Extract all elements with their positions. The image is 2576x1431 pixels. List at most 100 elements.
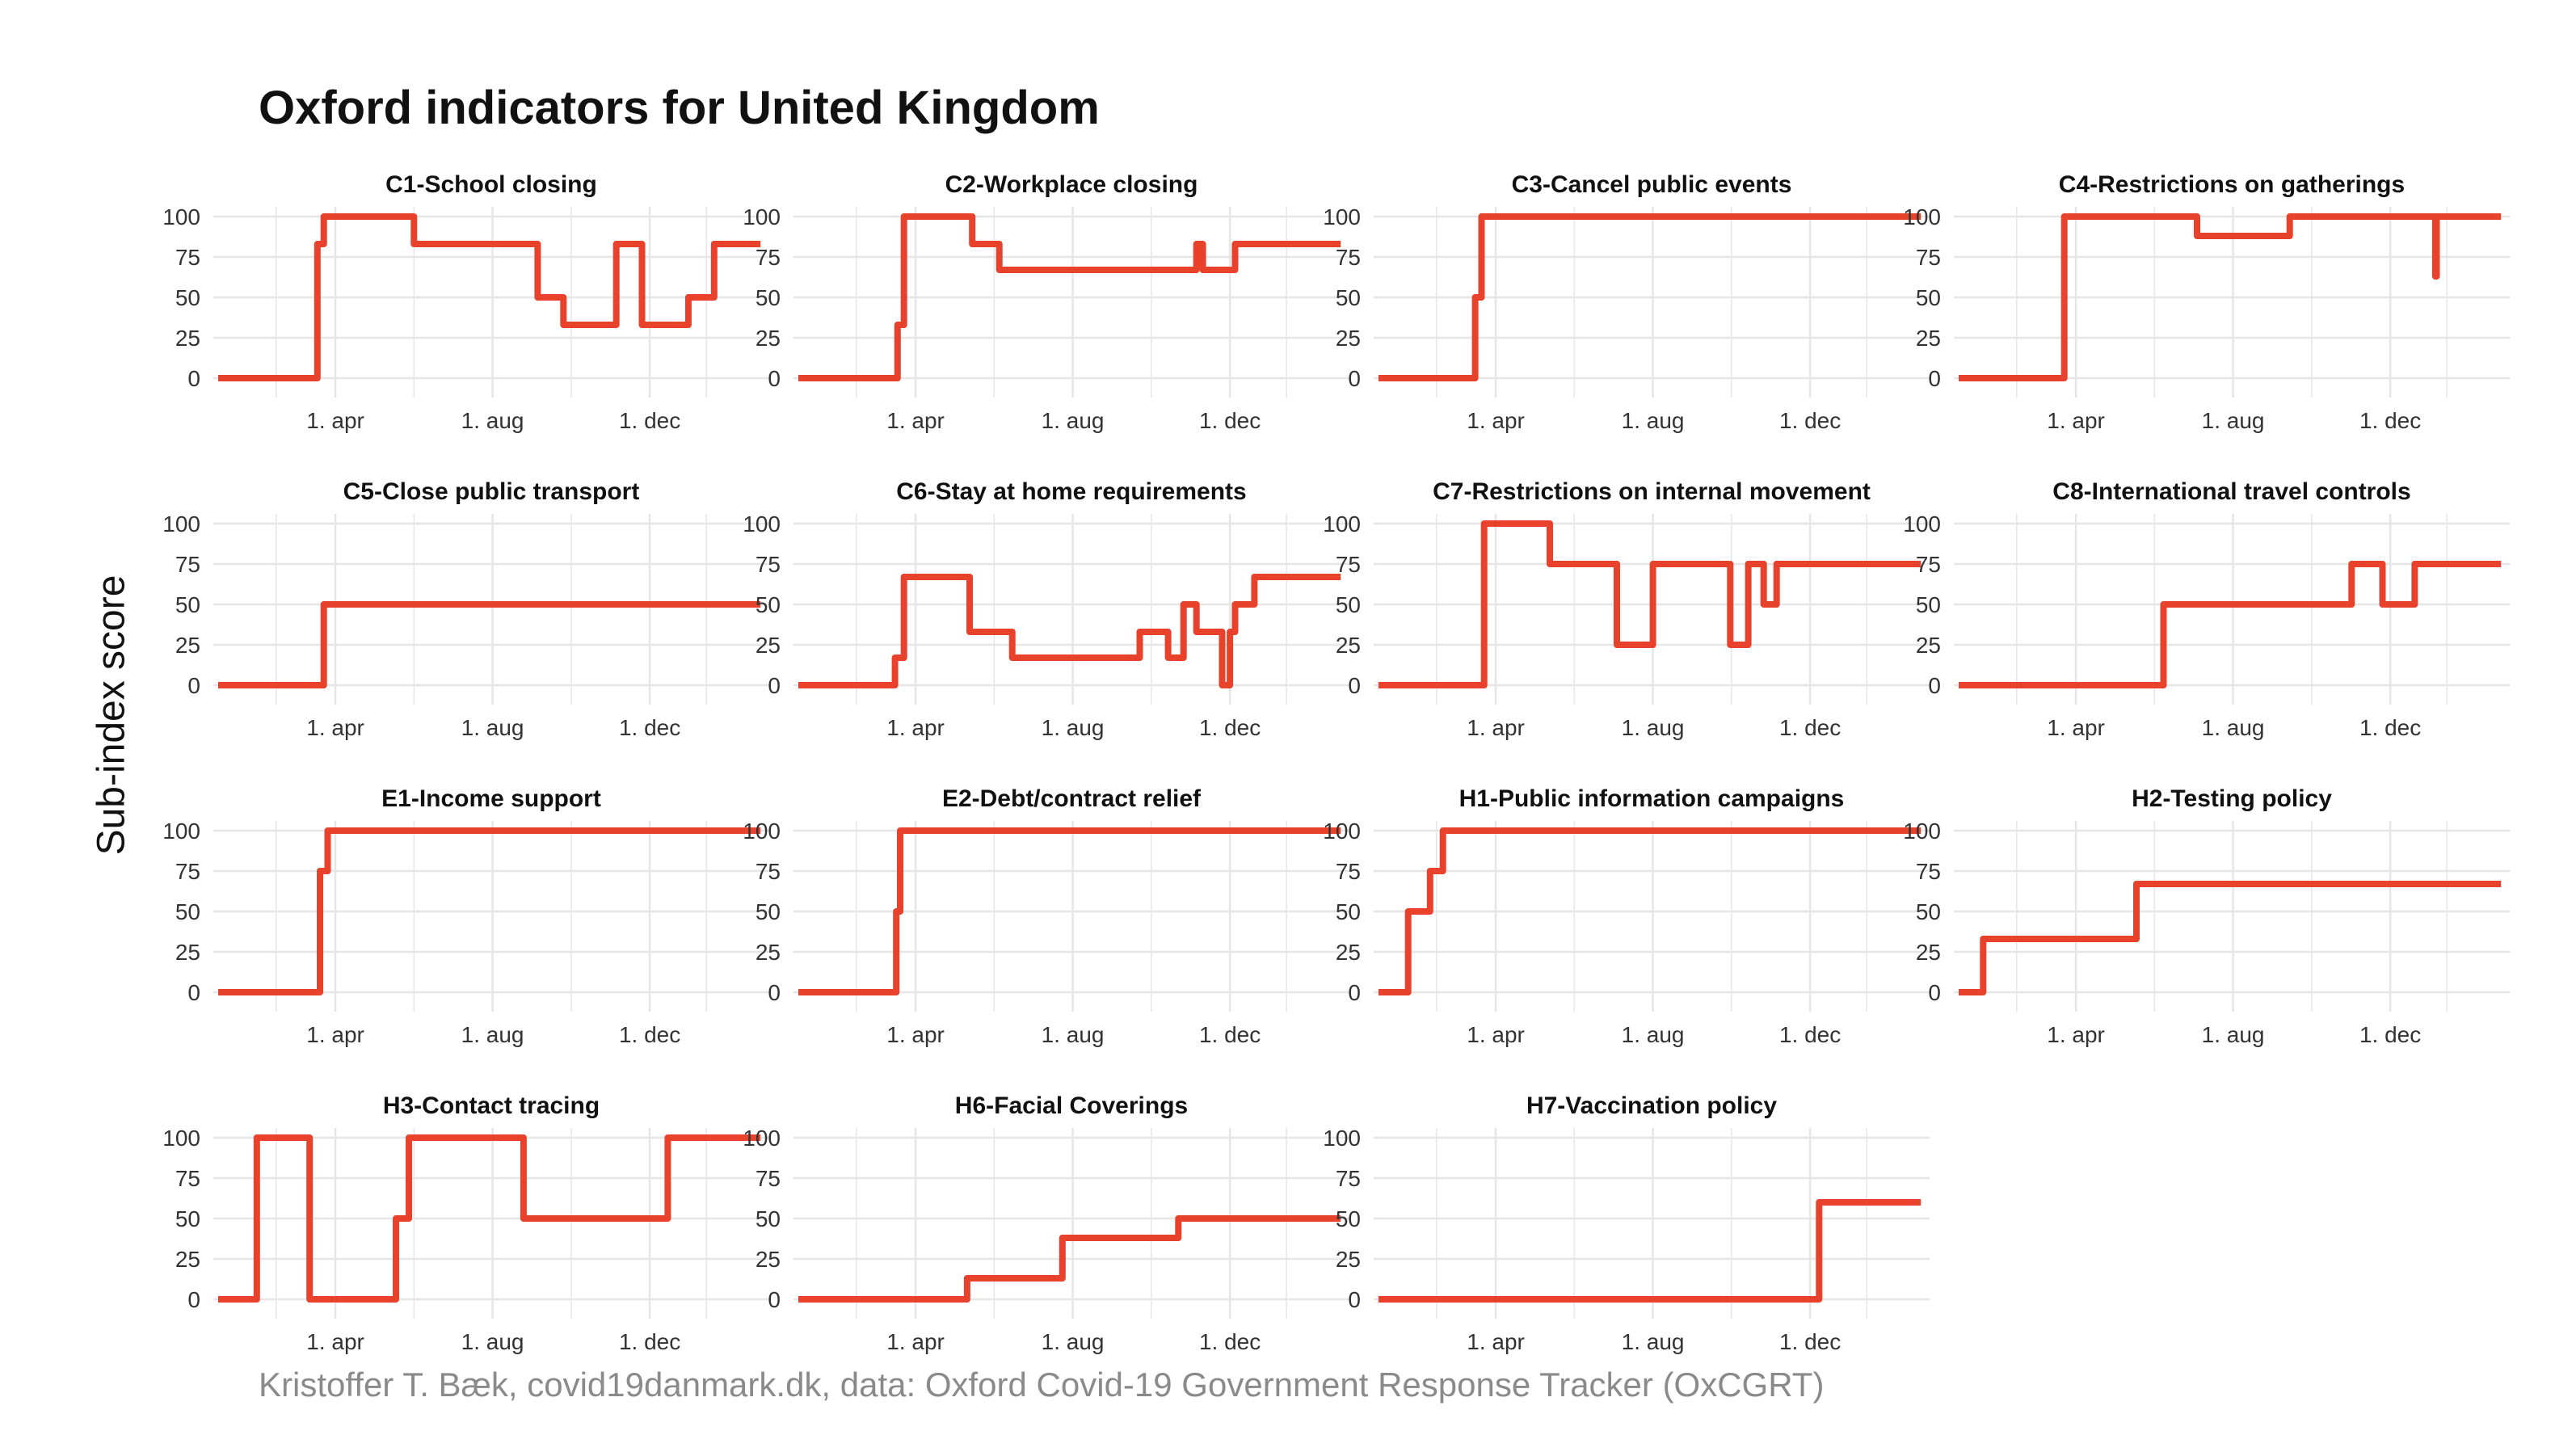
x-tick-label: 1. apr: [306, 715, 364, 740]
x-tick-label: 1. aug: [2202, 408, 2265, 433]
y-tick-label: 0: [768, 980, 781, 1005]
x-tick-label: 1. apr: [886, 715, 945, 740]
y-tick-label: 75: [175, 552, 200, 577]
x-tick-label: 1. apr: [886, 1022, 945, 1047]
series-line: [1959, 213, 2502, 381]
y-tick-label: 50: [175, 899, 200, 924]
facet-panel: C5-Close public transport 0 25 50 75 100 1. ap…: [162, 478, 769, 740]
x-tick-label: 1. dec: [1199, 715, 1261, 740]
x-tick-label: 1. aug: [2202, 715, 2265, 740]
x-tick-label: 1. apr: [886, 408, 945, 433]
y-tick-label: 25: [1336, 326, 1361, 351]
facet-panel: C3-Cancel public events 0 25 50 75 100 1. apr 1…: [1323, 171, 1930, 433]
facet-title: C7-Restrictions on internal movement: [1433, 478, 1871, 505]
y-tick-label: 0: [187, 673, 200, 698]
y-tick-label: 75: [1336, 859, 1361, 884]
x-tick-label: 1. aug: [1042, 715, 1105, 740]
y-tick-label: 50: [175, 285, 200, 310]
y-tick-label: 100: [162, 1126, 200, 1151]
series-line: [1959, 881, 2502, 995]
x-tick-label: 1. apr: [306, 408, 364, 433]
x-tick-label: 1. dec: [2359, 1022, 2421, 1047]
y-tick-label: 100: [743, 511, 781, 537]
y-tick-label: 100: [1903, 511, 1941, 537]
y-tick-label: 75: [1916, 552, 1941, 577]
y-tick-label: 50: [1336, 285, 1361, 310]
y-tick-label: 25: [1336, 1247, 1361, 1272]
facet-panel: C8-International travel controls 0 25 50 75 1…: [1903, 478, 2510, 740]
y-tick-label: 50: [1916, 285, 1941, 310]
y-tick-label: 100: [1323, 511, 1361, 537]
y-tick-label: 75: [756, 859, 781, 884]
y-tick-label: 75: [756, 1166, 781, 1191]
y-tick-label: 0: [1348, 366, 1361, 391]
y-tick-label: 0: [768, 1287, 781, 1312]
y-tick-label: 100: [162, 204, 200, 229]
y-tick-label: 75: [175, 859, 200, 884]
facet-title: H7-Vaccination policy: [1526, 1092, 1777, 1119]
x-tick-label: 1. aug: [1042, 1022, 1105, 1047]
facet-panel: C2-Workplace closing 0 25 50 75 100 1. apr 1. a…: [743, 171, 1349, 433]
y-tick-label: 25: [175, 633, 200, 658]
series-line: [798, 213, 1341, 381]
y-tick-label: 75: [1336, 1166, 1361, 1191]
y-tick-label: 75: [756, 245, 781, 270]
series-line: [798, 827, 1341, 995]
series-line: [1378, 827, 1921, 995]
y-tick-label: 0: [768, 673, 781, 698]
facet-panel: E1-Income support 0 25 50 75 100 1. apr 1. aug 1…: [162, 785, 769, 1047]
x-tick-label: 1. apr: [306, 1329, 364, 1354]
y-tick-label: 50: [175, 1206, 200, 1231]
facet-title: C2-Workplace closing: [945, 171, 1198, 198]
facet-title: H3-Contact tracing: [383, 1092, 600, 1119]
facet-title: C8-International travel controls: [2052, 478, 2410, 505]
y-tick-label: 50: [1336, 899, 1361, 924]
series-line: [1378, 213, 1921, 381]
x-tick-label: 1. apr: [2047, 408, 2105, 433]
facet-panel: C7-Restrictions on internal movement 0 25 5…: [1323, 478, 1930, 740]
x-tick-label: 1. dec: [2359, 408, 2421, 433]
facet-title: H2-Testing policy: [2132, 785, 2332, 812]
x-tick-label: 1. aug: [1042, 1329, 1105, 1354]
y-tick-label: 100: [1323, 1126, 1361, 1151]
y-tick-label: 0: [1928, 366, 1941, 391]
y-tick-label: 25: [1916, 326, 1941, 351]
y-tick-label: 75: [1336, 552, 1361, 577]
facet-panel: H1-Public information campaigns 0 25 50 75 10…: [1323, 785, 1930, 1047]
facet-title: H6-Facial Coverings: [955, 1092, 1188, 1119]
y-tick-label: 0: [1348, 673, 1361, 698]
y-tick-label: 50: [1336, 592, 1361, 617]
x-tick-label: 1. apr: [1467, 1329, 1525, 1354]
x-tick-label: 1. aug: [461, 1022, 524, 1047]
x-tick-label: 1. apr: [306, 1022, 364, 1047]
facet-title: C4-Restrictions on gatherings: [2059, 171, 2405, 198]
series-line: [218, 601, 761, 688]
series-line: [1378, 1199, 1921, 1303]
facet-title: C3-Cancel public events: [1512, 171, 1792, 198]
y-tick-label: 0: [1348, 1287, 1361, 1312]
facet-panel: E2-Debt/contract relief 0 25 50 75 100 1. apr 1…: [743, 785, 1349, 1047]
series-line: [798, 574, 1341, 688]
y-tick-label: 25: [1916, 940, 1941, 965]
x-tick-label: 1. apr: [886, 1329, 945, 1354]
x-tick-label: 1. dec: [619, 408, 680, 433]
x-tick-label: 1. dec: [1199, 1022, 1261, 1047]
y-tick-label: 25: [756, 633, 781, 658]
y-tick-label: 25: [175, 1247, 200, 1272]
x-tick-label: 1. dec: [1779, 408, 1841, 433]
facet-panel: C1-School closing 0 25 50 75 100 1. apr 1. aug 1…: [162, 171, 769, 433]
x-tick-label: 1. dec: [619, 1022, 680, 1047]
y-tick-label: 25: [1336, 940, 1361, 965]
y-tick-label: 100: [162, 511, 200, 537]
y-tick-label: 50: [756, 592, 781, 617]
y-tick-label: 25: [756, 940, 781, 965]
facet-panel: C4-Restrictions on gatherings 0 25 50 75 100 1…: [1903, 171, 2510, 433]
y-tick-label: 0: [187, 366, 200, 391]
facet-panel: C6-Stay at home requirements 0 25 50 75 100 1.…: [743, 478, 1349, 740]
x-tick-label: 1. dec: [1199, 1329, 1261, 1354]
y-tick-label: 100: [743, 819, 781, 844]
y-tick-label: 25: [1336, 633, 1361, 658]
y-tick-label: 50: [175, 592, 200, 617]
series-line: [1959, 561, 2502, 688]
